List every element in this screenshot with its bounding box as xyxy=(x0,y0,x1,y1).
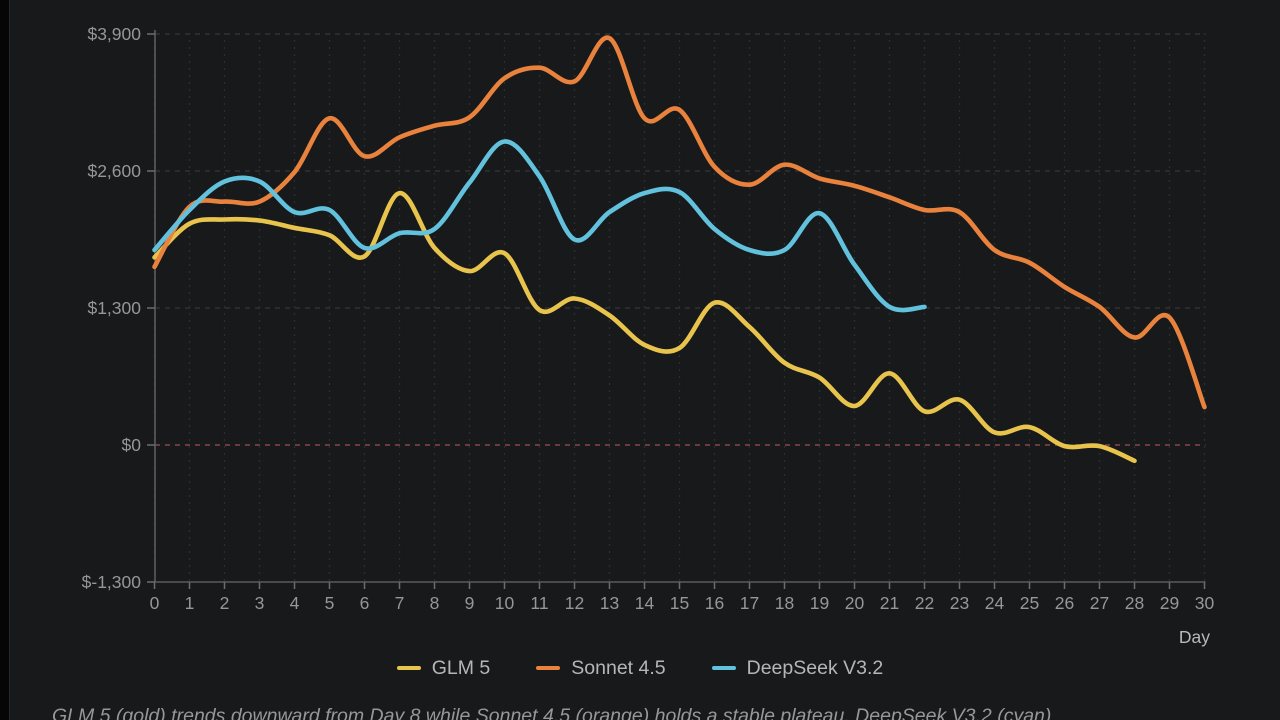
window-edge xyxy=(0,0,10,720)
x-tick-label: 2 xyxy=(220,593,230,613)
x-axis-title: Day xyxy=(1178,627,1210,647)
x-tick-label: 18 xyxy=(775,593,794,613)
x-tick-label: 25 xyxy=(1020,593,1039,613)
legend-label: DeepSeek V3.2 xyxy=(746,656,884,679)
x-tick-label: 12 xyxy=(565,593,584,613)
x-tick-label: 7 xyxy=(395,593,405,613)
x-tick-label: 19 xyxy=(810,593,829,613)
x-tick-label: 22 xyxy=(915,593,934,613)
x-tick-label: 24 xyxy=(985,593,1005,613)
legend-swatch xyxy=(536,666,561,670)
x-tick-label: 30 xyxy=(1195,593,1215,613)
y-tick-label: $-1,300 xyxy=(82,572,142,592)
y-gridlines xyxy=(155,33,1206,446)
series-sonnet-4-5 xyxy=(152,35,1207,410)
x-tick-label: 21 xyxy=(880,593,899,613)
y-tick-label: $2,600 xyxy=(87,161,141,181)
legend-item-glm-5[interactable]: GLM 5 xyxy=(396,656,491,680)
y-tick-labels: $3,900 $2,600 $1,300 $0 $-1,300 xyxy=(82,24,155,592)
legend-item-deepseek-v3-2[interactable]: DeepSeek V3.2 xyxy=(711,656,884,680)
series-deepseek-v3-2 xyxy=(152,139,927,313)
x-tick-label: 9 xyxy=(465,593,475,613)
x-tick-labels: 0 1 2 3 4 5 6 7 8 9 10 11 12 13 14 15 16 17 18 19 20 21 22 23 24… xyxy=(150,582,1215,613)
y-tick-label: $1,300 xyxy=(87,298,141,318)
x-tick-label: 17 xyxy=(740,593,759,613)
legend-swatch xyxy=(396,666,421,670)
x-tick-label: 11 xyxy=(530,593,548,613)
x-tick-label: 28 xyxy=(1125,593,1144,613)
legend-label: GLM 5 xyxy=(431,656,491,679)
legend-item-sonnet-4-5[interactable]: Sonnet 4.5 xyxy=(536,656,666,680)
x-tick-label: 6 xyxy=(360,593,370,613)
x-tick-label: 20 xyxy=(845,593,865,613)
x-tick-label: 27 xyxy=(1090,593,1109,613)
x-tick-label: 26 xyxy=(1055,593,1074,613)
x-tick-label: 0 xyxy=(150,593,160,613)
x-tick-label: 1 xyxy=(185,593,195,613)
x-tick-label: 14 xyxy=(635,593,655,613)
x-tick-label: 29 xyxy=(1160,593,1179,613)
x-tick-label: 5 xyxy=(325,593,335,613)
x-tick-label: 3 xyxy=(255,593,265,613)
x-tick-label: 10 xyxy=(495,593,515,613)
legend-swatch xyxy=(711,666,736,670)
x-tick-label: 13 xyxy=(600,593,619,613)
legend-label: Sonnet 4.5 xyxy=(571,656,666,679)
series-glm-5 xyxy=(152,190,1137,464)
chart-legend: GLM 5 Sonnet 4.5 DeepSeek V3.2 xyxy=(0,652,1280,684)
chart-caption: GLM 5 (gold) trends downward from Day 8 … xyxy=(52,705,1052,720)
x-tick-label: 8 xyxy=(430,593,440,613)
x-tick-label: 16 xyxy=(705,593,724,613)
y-tick-label: $0 xyxy=(122,435,142,455)
x-tick-label: 23 xyxy=(950,593,969,613)
y-tick-label: $3,900 xyxy=(87,24,141,44)
x-tick-label: 4 xyxy=(290,593,300,613)
x-tick-label: 15 xyxy=(670,593,689,613)
